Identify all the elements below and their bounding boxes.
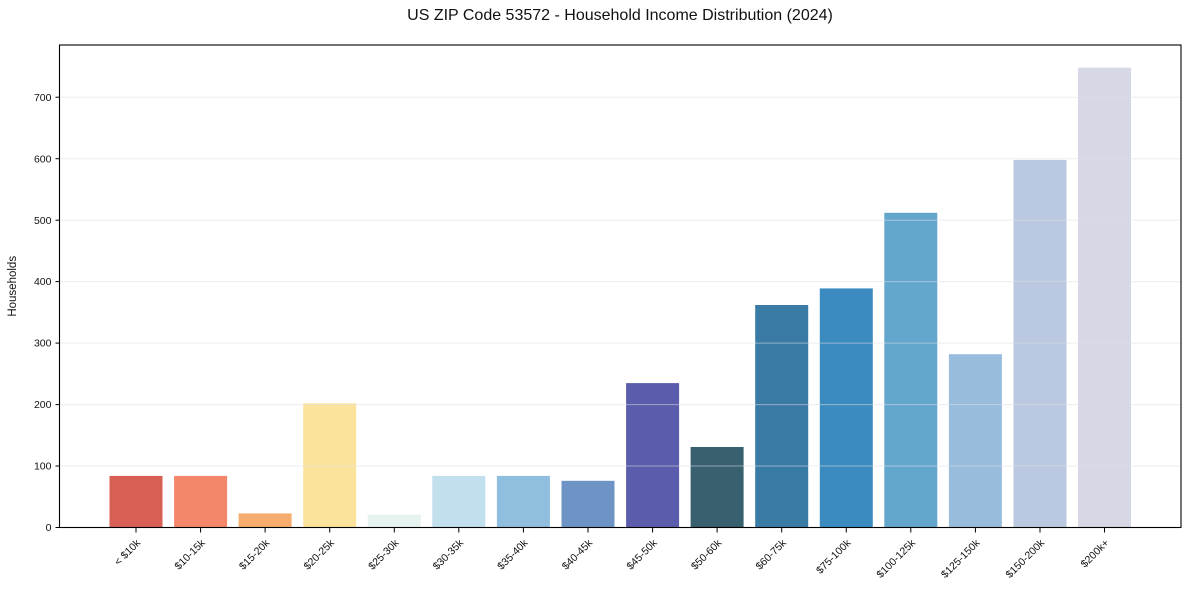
bar-11 [755, 305, 809, 528]
bar-12 [819, 288, 873, 528]
y-tick-label-300: 300 [34, 338, 52, 350]
y-tick-label-0: 0 [46, 522, 52, 534]
x-tick-label-15: $150-200k [1004, 537, 1048, 581]
y-axis-label: Households [7, 256, 19, 317]
bar-10 [690, 447, 744, 528]
x-tick-label-5: $25-30k [366, 537, 402, 573]
x-tick-label-1: < $10k [112, 537, 144, 569]
bar-2 [174, 475, 228, 528]
x-tick-label-6: $30-35k [431, 537, 467, 573]
y-tick-label-400: 400 [34, 276, 52, 288]
x-tick-label-9: $45-50k [624, 537, 660, 573]
bar-9 [626, 383, 680, 528]
x-tick-label-14: $125-150k [939, 537, 983, 581]
x-tick-label-8: $40-45k [560, 537, 596, 573]
y-tick-label-200: 200 [34, 399, 52, 411]
y-tick-label-500: 500 [34, 215, 52, 227]
bar-15 [1013, 159, 1067, 528]
bar-5 [367, 514, 421, 528]
bar-4 [303, 403, 357, 528]
x-tick-label-10: $50-60k [689, 537, 725, 573]
x-tick-label-2: $10-15k [172, 537, 208, 573]
x-tick-label-3: $15-20k [237, 537, 273, 573]
bar-8 [561, 480, 615, 528]
x-tick-label-12: $75-100k [814, 537, 854, 577]
axes-frame [58, 44, 1182, 529]
x-tick-label-13: $100-125k [874, 537, 918, 581]
bar-7 [496, 475, 550, 528]
bar-16 [1078, 67, 1131, 528]
y-tick-label-700: 700 [34, 92, 52, 104]
y-tick-label-100: 100 [34, 461, 52, 473]
x-tick-label-7: $35-40k [495, 537, 531, 573]
x-tick-label-4: $20-25k [301, 537, 337, 573]
x-tick-label-11: $60-75k [753, 537, 789, 573]
chart-title: US ZIP Code 53572 - Household Income Dis… [407, 7, 833, 24]
bar-6 [432, 475, 486, 528]
bar-3 [238, 513, 292, 528]
x-tick-label-16: $200k+ [1079, 537, 1112, 570]
bar-14 [948, 354, 1002, 528]
bar-1 [109, 475, 163, 528]
y-tick-label-600: 600 [34, 153, 52, 165]
bar-13 [884, 212, 938, 528]
